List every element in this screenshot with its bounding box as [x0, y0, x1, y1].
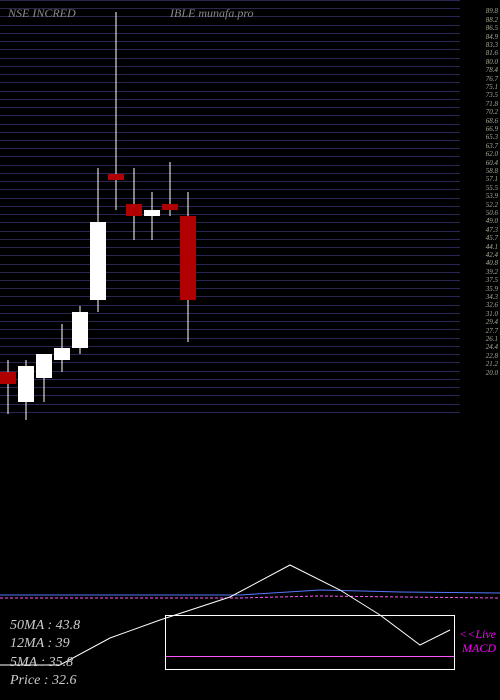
- price-chart: NSE INCRED IBLE munafa.pro 89.888.286.58…: [0, 0, 500, 420]
- macd-indicator: <<Live MACD 50MA : 43.8 12MA : 39 5MA : …: [0, 420, 500, 700]
- live-label-2: MACD: [462, 641, 496, 656]
- stat-50ma: 50MA : 43.8: [10, 617, 80, 635]
- live-box: [165, 615, 455, 670]
- stat-5ma: 5MA : 35.8: [10, 654, 80, 672]
- ticker-right: IBLE munafa.pro: [170, 6, 254, 21]
- stat-12ma: 12MA : 39: [10, 635, 80, 653]
- stats-box: 50MA : 43.8 12MA : 39 5MA : 35.8 Price :…: [10, 617, 80, 690]
- y-axis-labels: 89.888.286.584.983.381.680.078.476.775.1…: [462, 0, 498, 420]
- live-line: [166, 656, 454, 657]
- stat-price: Price : 32.6: [10, 672, 80, 690]
- live-label-1: <<Live: [459, 627, 496, 642]
- ticker-left: NSE INCRED: [8, 6, 76, 21]
- candle-layer: [0, 0, 460, 420]
